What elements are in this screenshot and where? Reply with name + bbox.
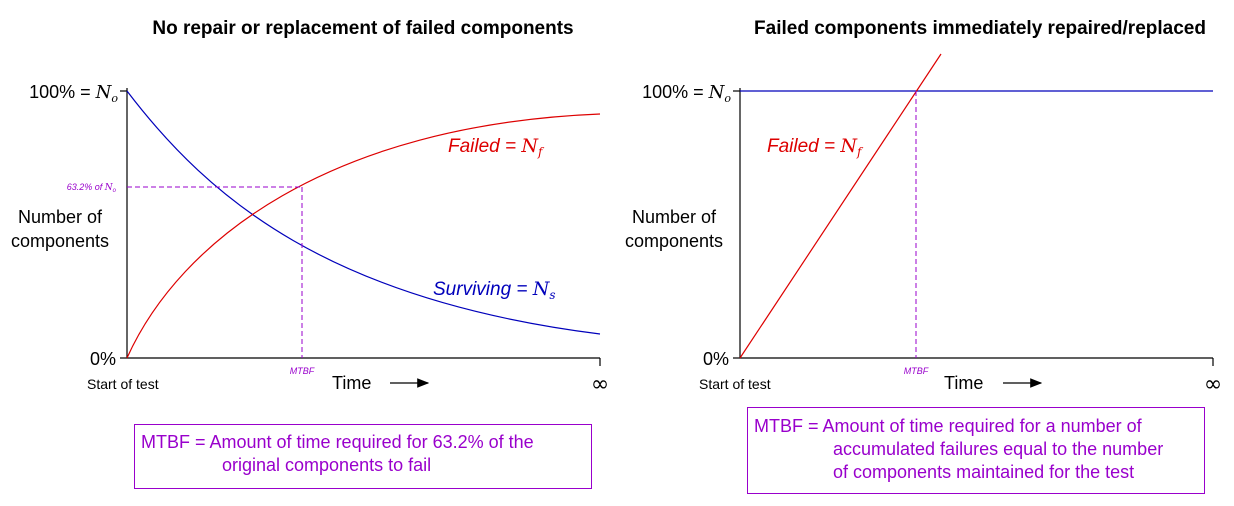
right-note-line3: of components maintained for the test [833,462,1135,482]
left-mtbf-definition-box: MTBF = Amount of time required for 63.2%… [134,424,592,489]
right-y-axis-title-line2: components [625,231,723,251]
left-x-title: Time [332,373,371,393]
right-panel: Failed components immediately repaired/r… [625,18,1222,397]
failed-curve [126,113,601,359]
right-note-line1: MTBF = Amount of time required for a num… [754,416,1142,436]
right-x-end-label: ∞ [1204,372,1222,397]
left-panel-title: No repair or replacement of failed compo… [152,18,573,39]
right-y-bottom-label: 0% [703,349,729,369]
right-panel-title: Failed components immediately repaired/r… [754,18,1206,39]
right-x-start-label: Start of test [699,376,771,392]
right-y-axis-title-line1: Number of [632,207,717,227]
left-y-top-label: 100% = No [29,82,118,105]
right-failed-label: Failed = Nf [767,135,864,159]
left-mtbf-tick-label: MTBF [290,366,315,376]
left-surviving-label: Surviving = Ns [433,278,556,302]
right-y-top-label: 100% = No [642,82,731,105]
left-63pct-label: 63.2% of No [67,182,117,194]
left-failed-label: Failed = Nf [448,135,545,159]
left-y-axis-title-line2: components [11,231,109,251]
left-panel: No repair or replacement of failed compo… [11,18,609,397]
left-x-start-label: Start of test [87,376,159,392]
left-x-end-label: ∞ [591,372,609,397]
right-note-line2: accumulated failures equal to the number [833,439,1164,459]
left-y-axis-title-line1: Number of [18,207,103,227]
left-y-bottom-label: 0% [90,349,116,369]
left-note-line1: MTBF = Amount of time required for 63.2%… [141,432,534,452]
right-mtbf-definition-box: MTBF = Amount of time required for a num… [747,407,1205,494]
right-x-title: Time [944,373,983,393]
accumulated-failures-line [739,53,942,359]
surviving-curve [126,90,601,335]
left-note-line2: original components to fail [222,455,432,475]
right-mtbf-tick-label: MTBF [904,366,929,376]
